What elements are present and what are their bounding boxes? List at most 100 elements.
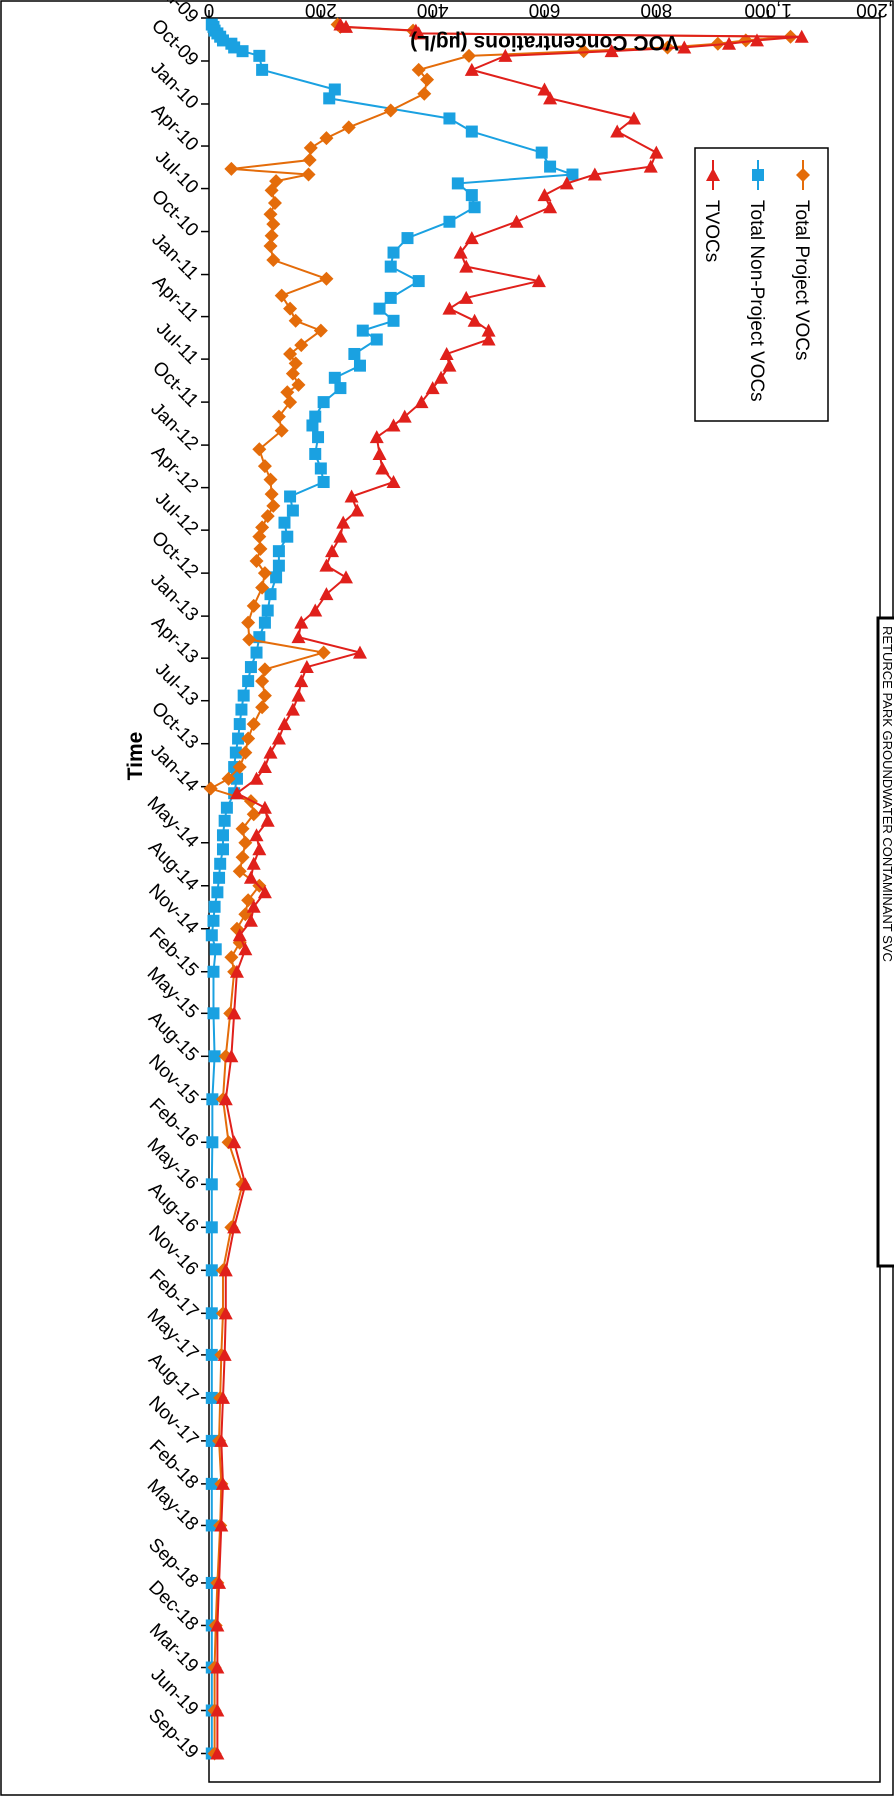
data-point-triangle [649, 145, 664, 159]
data-point-diamond [264, 183, 279, 198]
data-point-triangle [439, 346, 454, 360]
y-tick-label: 200 [305, 0, 337, 20]
y-tick-label: 0 [204, 0, 215, 20]
data-point-triangle [246, 899, 261, 913]
data-point-diamond [242, 632, 257, 647]
data-point-diamond [283, 301, 298, 316]
data-point-diamond [249, 553, 264, 568]
data-point-triangle [333, 529, 348, 543]
data-point-triangle [453, 245, 468, 259]
data-point-square [264, 588, 277, 601]
data-point-triangle [271, 731, 286, 745]
data-point-diamond [246, 807, 261, 822]
x-tick-label: Jan-12 [146, 399, 202, 455]
data-point-square [752, 169, 764, 181]
data-point-triangle [217, 1347, 232, 1361]
data-point-diamond [246, 717, 261, 732]
data-point-diamond [288, 356, 303, 371]
data-point-square [314, 462, 327, 475]
data-point-square [211, 886, 224, 899]
data-point-triangle [218, 1092, 233, 1106]
data-point-diamond [255, 700, 270, 715]
data-point-triangle [215, 1390, 230, 1404]
data-point-triangle [243, 913, 258, 927]
y-tick-label: 400 [417, 0, 449, 20]
data-point-diamond [253, 541, 268, 556]
data-point-diamond [257, 688, 272, 703]
data-point-triangle [336, 515, 351, 529]
data-point-square [236, 45, 249, 58]
data-point-square [258, 616, 271, 629]
data-point-triangle [722, 36, 737, 50]
data-point-triangle [604, 44, 619, 58]
data-point-diamond [260, 509, 275, 524]
data-point-triangle [442, 301, 457, 315]
data-point-diamond [235, 850, 250, 865]
data-point-square [278, 516, 291, 529]
data-point-triangle [277, 717, 292, 731]
data-point-diamond [280, 385, 295, 400]
data-point-triangle [215, 1476, 230, 1490]
data-point-square [401, 232, 414, 245]
data-point-diamond [266, 217, 281, 232]
data-point-diamond [221, 771, 236, 786]
data-point-triangle [285, 702, 300, 716]
data-point-triangle [537, 188, 552, 202]
data-point-triangle [411, 26, 426, 40]
footer-caption-box [876, 616, 894, 1268]
data-point-triangle [369, 430, 384, 444]
data-point-diamond [420, 72, 435, 87]
data-point-triangle [397, 409, 412, 423]
data-point-square [207, 965, 220, 978]
series-line [210, 23, 573, 1754]
data-point-triangle [464, 231, 479, 245]
data-point-triangle [372, 446, 387, 460]
data-point-square [384, 291, 397, 304]
data-point-diamond [235, 821, 250, 836]
y-axis-title: VOC Concentrations (µg/L) [410, 31, 679, 54]
data-point-diamond [303, 140, 318, 155]
data-point-triangle [352, 645, 367, 659]
data-point-triangle [414, 395, 429, 409]
data-point-triangle [229, 786, 244, 800]
data-point-diamond [257, 459, 272, 474]
data-point-diamond [238, 745, 253, 760]
data-point-diamond [294, 338, 309, 353]
data-point-diamond [257, 566, 272, 581]
data-point-diamond [285, 366, 300, 381]
data-point-diamond [267, 196, 282, 211]
data-point-square [207, 1007, 220, 1020]
data-point-triangle [214, 1518, 229, 1532]
data-point-diamond [411, 62, 426, 77]
data-point-square [284, 490, 297, 503]
data-point-diamond [319, 131, 334, 146]
data-point-diamond [255, 674, 270, 689]
data-point-square [306, 419, 319, 432]
data-point-triangle [252, 842, 267, 856]
data-point-square [353, 359, 366, 372]
data-point-square [214, 857, 227, 870]
data-point-triangle [249, 771, 264, 785]
data-point-diamond [224, 950, 239, 965]
data-point-diamond [288, 313, 303, 328]
data-point-square [356, 324, 369, 337]
data-point-square [230, 772, 243, 785]
data-point-triangle [481, 332, 496, 346]
data-point-square [328, 371, 341, 384]
legend-label: Total Non-Project VOCs [746, 200, 767, 402]
data-point-square [216, 843, 229, 856]
data-point-diamond [301, 167, 316, 182]
data-point-triangle [238, 942, 253, 956]
data-point-square [272, 545, 285, 558]
data-point-triangle [299, 660, 314, 674]
series-layer [203, 17, 809, 1761]
data-point-triangle [531, 274, 546, 288]
series-tvocs [210, 17, 809, 1760]
data-point-triangle [498, 48, 513, 62]
data-point-square [244, 661, 257, 674]
x-tick-label: Jan-13 [146, 570, 202, 626]
data-point-triangle [338, 570, 353, 584]
y-tick-label: 800 [640, 0, 672, 20]
data-point-diamond [576, 44, 591, 59]
data-point-triangle [559, 176, 574, 190]
